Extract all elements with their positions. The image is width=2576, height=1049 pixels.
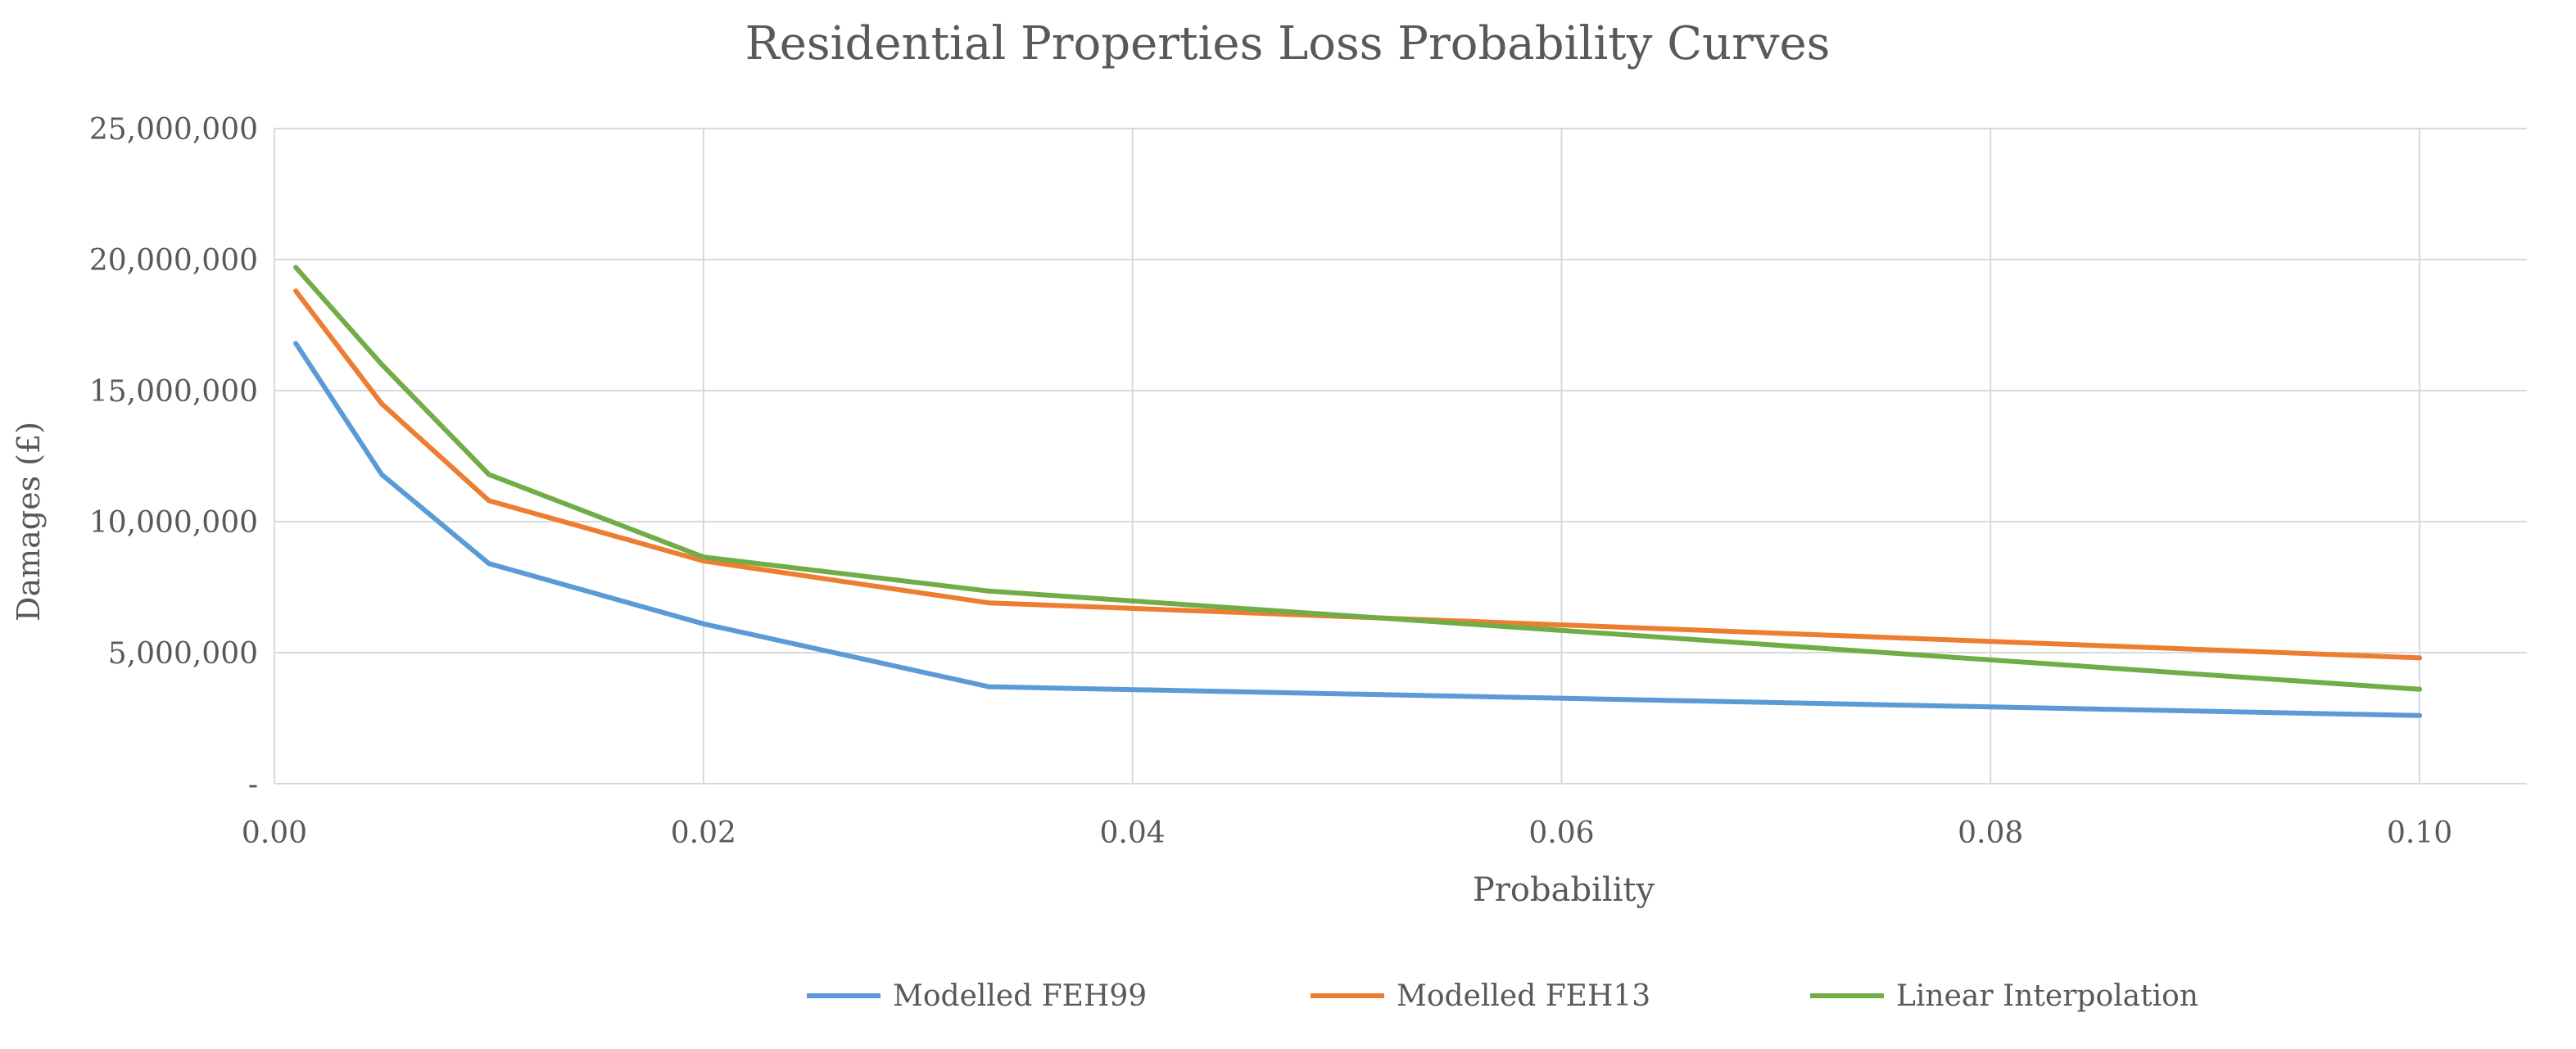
y-tick-label: 15,000,000 (89, 375, 258, 409)
legend-label: Linear Interpolation (1896, 979, 2198, 1013)
x-axis-label: Probability (1473, 871, 1655, 909)
series-line-1 (293, 288, 2422, 661)
data-point (700, 554, 706, 560)
series-line-0 (293, 341, 2422, 718)
data-point (2417, 712, 2423, 718)
data-point (986, 600, 992, 606)
y-tick-label: 25,000,000 (89, 113, 258, 147)
series-line-2 (293, 265, 2422, 692)
y-tick-label: 5,000,000 (108, 637, 258, 671)
gridlines (274, 128, 2527, 784)
legend-label: Modelled FEH13 (1397, 979, 1650, 1013)
x-tick-label: 0.02 (671, 816, 736, 850)
data-point (2417, 655, 2423, 661)
x-tick-label: 0.10 (2387, 816, 2452, 850)
data-point (986, 588, 992, 594)
y-tick-label: 10,000,000 (89, 506, 258, 540)
data-point (700, 558, 706, 563)
legend-item: Linear Interpolation (1810, 979, 2198, 1013)
data-point (293, 341, 299, 346)
x-tick-label: 0.08 (1958, 816, 2023, 850)
legend-item: Modelled FEH13 (1311, 979, 1650, 1013)
data-point (293, 265, 299, 270)
data-point (293, 288, 299, 294)
legend: Modelled FEH99 Modelled FEH13 Linear Inter… (807, 979, 2198, 1013)
data-point (378, 401, 384, 406)
data-point (486, 498, 491, 504)
legend-item: Modelled FEH99 (807, 979, 1147, 1013)
axes: - 5,000,000 10,000,000 15,000,000 20,000,000… (89, 113, 2527, 850)
data-point (700, 621, 706, 626)
series-layer (293, 265, 2423, 718)
chart-title: Residential Properties Loss Probability … (745, 17, 1831, 70)
data-point (986, 684, 992, 690)
data-point (378, 362, 384, 367)
y-tick-label: 20,000,000 (89, 244, 258, 278)
data-point (2417, 686, 2423, 692)
x-tick-label: 0.00 (242, 816, 307, 850)
data-point (486, 472, 491, 477)
x-tick-label: 0.04 (1100, 816, 1166, 850)
data-point (486, 561, 491, 567)
x-tick-label: 0.06 (1528, 816, 1594, 850)
y-axis-label: Damages (£) (11, 422, 47, 622)
data-point (378, 472, 384, 477)
y-tick-label: - (248, 768, 258, 802)
legend-label: Modelled FEH99 (893, 979, 1147, 1013)
